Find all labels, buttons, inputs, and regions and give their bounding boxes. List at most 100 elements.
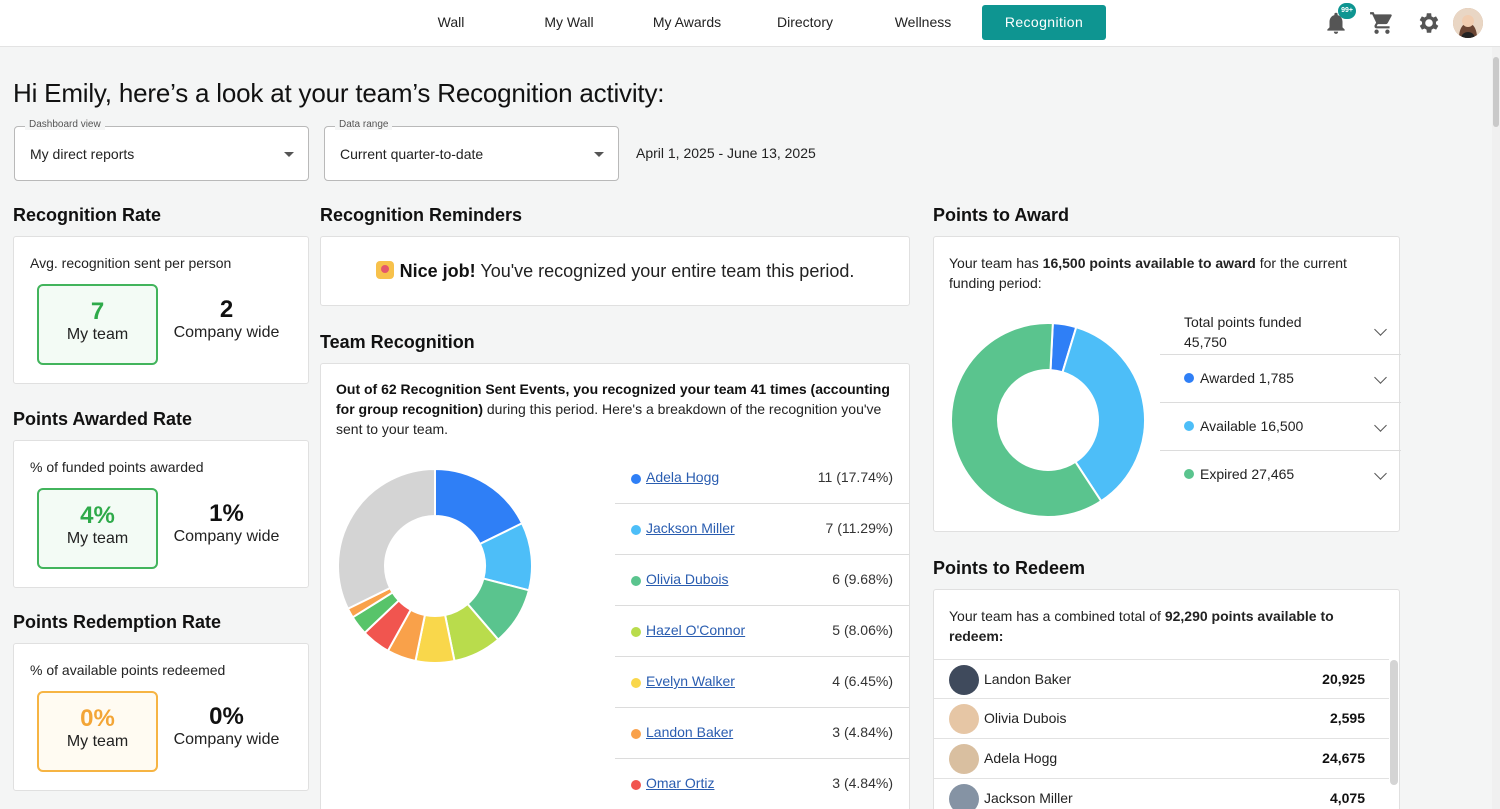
company-wide-stat: 2 Company wide [164, 296, 289, 342]
my-team-stat: 0% My team [37, 691, 158, 772]
redeem-text-bold: 92,290 points available to redeem: [949, 608, 1334, 644]
redeem-row: Adela Hogg 24,675 [934, 739, 1389, 779]
legend-color-dot [631, 678, 641, 688]
avatar [949, 665, 979, 695]
redeem-row: Landon Baker 20,925 [934, 659, 1389, 699]
company-wide-stat: 1% Company wide [164, 500, 289, 546]
dashboard-view-value: My direct reports [30, 146, 135, 162]
points-awarded-rate-card: % of funded points awarded 4% My team 1%… [13, 440, 309, 588]
award-text-pre: Your team has [949, 255, 1043, 271]
caret-down-icon [594, 152, 604, 157]
gear-icon[interactable] [1416, 10, 1442, 36]
legend-divider [615, 503, 909, 504]
company-wide-label: Company wide [173, 528, 280, 545]
nav-wall[interactable]: Wall [437, 14, 465, 30]
avatar [949, 784, 979, 809]
legend-member-value: 3 (4.84%) [832, 775, 893, 791]
team-legend-row: Omar Ortiz 3 (4.84%) [615, 759, 909, 809]
available-row[interactable]: Available 16,500 [1160, 403, 1401, 451]
team-summary-rest: during this period. Here's a breakdown o… [336, 401, 882, 437]
redeem-text-pre: Your team has a combined total of [949, 608, 1165, 624]
redeem-row: Jackson Miller 4,075 [934, 779, 1389, 809]
legend-member-link[interactable]: Omar Ortiz [646, 775, 715, 791]
team-legend-row: Adela Hogg 11 (17.74%) [615, 453, 909, 504]
redeem-list-scrollbar[interactable] [1390, 660, 1398, 785]
legend-member-link[interactable]: Jackson Miller [646, 520, 735, 536]
legend-member-link[interactable]: Hazel O'Connor [646, 622, 746, 638]
nav-my-awards[interactable]: My Awards [652, 14, 722, 30]
data-range-select[interactable]: Data range Current quarter-to-date [324, 119, 619, 181]
legend-member-link[interactable]: Evelyn Walker [646, 673, 735, 689]
points-to-award-card: Your team has 16,500 points available to… [933, 236, 1401, 532]
expired-row[interactable]: Expired 27,465 [1160, 451, 1401, 499]
member-name: Olivia Dubois [984, 710, 1067, 726]
party-icon [375, 261, 394, 279]
legend-member-link[interactable]: Landon Baker [646, 724, 734, 740]
legend-member-value: 11 (17.74%) [817, 469, 893, 485]
my-team-value: 0% [80, 705, 115, 732]
points-to-redeem-summary: Your team has a combined total of 92,290… [949, 606, 1389, 646]
legend-member-value: 6 (9.68%) [832, 571, 893, 587]
points-awarded-rate-title: Points Awarded Rate [13, 409, 193, 429]
member-name: Jackson Miller [984, 790, 1073, 806]
recognition-rate-caption: Avg. recognition sent per person [30, 255, 232, 271]
awarded-row[interactable]: Awarded 1,785 [1160, 355, 1401, 403]
company-wide-value: 0% [209, 703, 244, 730]
member-name: Landon Baker [984, 671, 1072, 687]
dashboard-view-select[interactable]: Dashboard view My direct reports [14, 119, 309, 181]
team-legend-row: Jackson Miller 7 (11.29%) [615, 504, 909, 555]
team-legend-row: Hazel O'Connor 5 (8.06%) [615, 606, 909, 657]
reminder-text: You've recognized your entire team this … [475, 261, 855, 281]
legend-member-link[interactable]: Adela Hogg [646, 469, 720, 485]
awarded-dot [1184, 373, 1194, 383]
company-wide-value: 2 [219, 296, 234, 323]
legend-member-value: 5 (8.06%) [832, 622, 893, 638]
points-to-award-donut [950, 322, 1146, 518]
legend-color-dot [631, 474, 641, 484]
legend-member-link[interactable]: Olivia Dubois [646, 571, 729, 587]
member-points: 20,925 [1322, 671, 1365, 687]
user-avatar[interactable] [1453, 8, 1483, 38]
recognition-reminders-card: Nice job! You've recognized your entire … [320, 236, 910, 306]
points-redemption-caption: % of available points redeemed [30, 662, 226, 678]
chevron-down-icon [1374, 323, 1387, 336]
donut-slice [1061, 325, 1146, 503]
dashboard-view-label: Dashboard view [25, 119, 105, 130]
team-summary-bold: Out of 62 Recognition Sent Events, you r… [336, 381, 890, 417]
legend-color-dot [631, 627, 641, 637]
my-team-label: My team [66, 530, 129, 547]
bell-icon[interactable] [1323, 10, 1349, 36]
legend-color-dot [631, 525, 641, 535]
company-wide-label: Company wide [173, 731, 280, 748]
nav-my-wall[interactable]: My Wall [544, 14, 594, 30]
member-points: 2,595 [1329, 710, 1365, 726]
nav-wellness[interactable]: Wellness [894, 14, 952, 30]
legend-color-dot [631, 780, 641, 790]
expired-dot [1184, 469, 1194, 479]
data-range-value: Current quarter-to-date [340, 146, 484, 162]
nav-directory[interactable]: Directory [776, 14, 833, 30]
company-wide-stat: 0% Company wide [164, 703, 289, 749]
my-team-value: 4% [80, 502, 115, 529]
total-points-label: Total points funded [1184, 314, 1302, 330]
nav-recognition[interactable]: Recognition [982, 5, 1106, 40]
total-points-value: 45,750 [1184, 334, 1227, 350]
team-legend-row: Olivia Dubois 6 (9.68%) [615, 555, 909, 606]
company-wide-value: 1% [209, 500, 244, 527]
legend-member-value: 4 (6.45%) [832, 673, 893, 689]
page-scrollbar[interactable] [1492, 47, 1500, 809]
page-title: Hi Emily, here’s a look at your team’s R… [13, 78, 665, 108]
legend-color-dot [631, 576, 641, 586]
data-range-label: Data range [335, 119, 393, 130]
redeem-row: Olivia Dubois 2,595 [934, 699, 1389, 739]
points-redemption-rate-card: % of available points redeemed 0% My tea… [13, 643, 309, 791]
award-text-bold: 16,500 points available to award [1042, 255, 1256, 271]
my-team-label: My team [66, 733, 129, 750]
available-dot [1184, 421, 1194, 431]
total-points-funded-row[interactable]: Total points funded 45,750 [1160, 307, 1401, 355]
my-team-stat: 7 My team [37, 284, 158, 365]
avatar [949, 704, 979, 734]
chevron-down-icon [1374, 371, 1387, 384]
expired-label: Expired 27,465 [1200, 466, 1295, 482]
cart-icon[interactable] [1369, 10, 1395, 36]
